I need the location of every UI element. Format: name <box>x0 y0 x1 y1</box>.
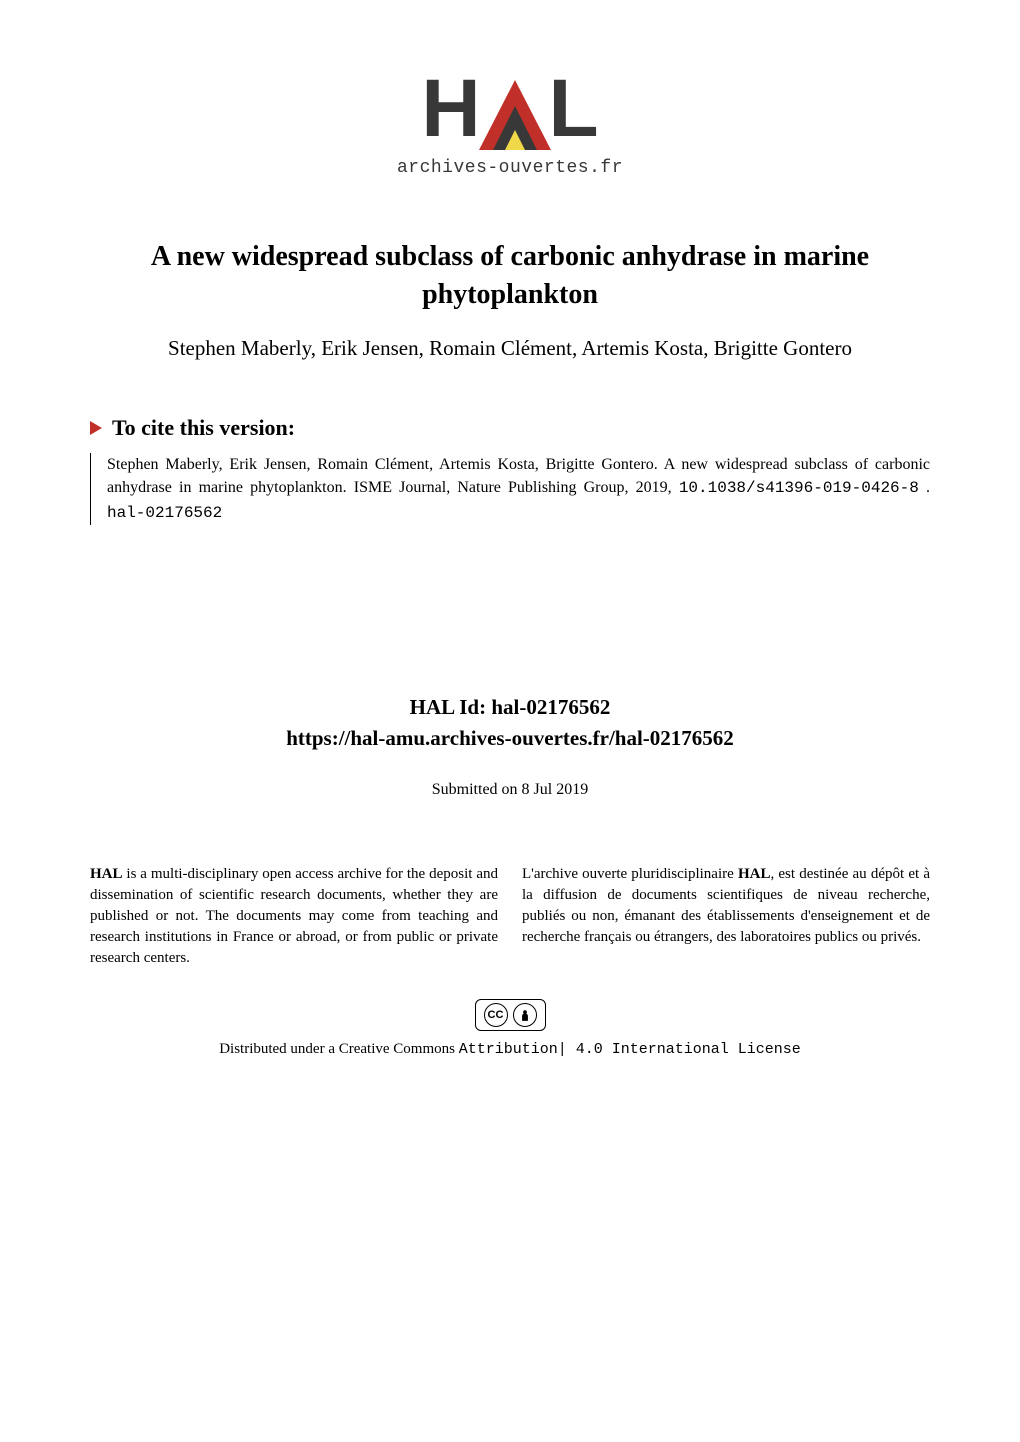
logo-letter-h: H <box>421 68 480 150</box>
description-fr: L'archive ouverte pluridisciplinaire HAL… <box>522 864 930 969</box>
hal-url[interactable]: https://hal-amu.archives-ouvertes.fr/hal… <box>90 726 930 751</box>
desc-fr-bold: HAL <box>738 866 771 882</box>
paper-title: A new widespread subclass of carbonic an… <box>90 238 930 314</box>
cc-by-icon <box>513 1003 537 1027</box>
hal-logo: H L archives-ouvertes.fr <box>397 60 623 178</box>
cite-section: To cite this version: Stephen Maberly, E… <box>90 415 930 525</box>
desc-en-bold: HAL <box>90 866 123 882</box>
license-block: CC Distributed under a Creative Commons … <box>90 999 930 1058</box>
paper-authors: Stephen Maberly, Erik Jensen, Romain Clé… <box>90 332 930 366</box>
description-en: HAL is a multi-disciplinary open access … <box>90 864 498 969</box>
cc-badge-icon: CC <box>475 999 546 1031</box>
logo-subtitle: archives-ouvertes.fr <box>397 158 623 178</box>
descriptions: HAL is a multi-disciplinary open access … <box>90 864 930 969</box>
cite-heading: To cite this version: <box>90 415 930 441</box>
cite-body: Stephen Maberly, Erik Jensen, Romain Clé… <box>90 453 930 525</box>
license-link[interactable]: Attribution| 4.0 International License <box>459 1041 801 1058</box>
cc-letters-icon: CC <box>484 1003 508 1027</box>
hal-id-line: HAL Id: hal-02176562 <box>90 695 930 720</box>
cite-sep: . <box>926 479 930 496</box>
hal-id-value: hal-02176562 <box>491 695 610 719</box>
hal-id-block: HAL Id: hal-02176562 https://hal-amu.arc… <box>90 695 930 751</box>
cite-doi: 10.1038/s41396-019-0426-8 <box>679 479 919 497</box>
logo-letter-a-icon <box>479 68 551 150</box>
logo-container: H L archives-ouvertes.fr <box>90 60 930 178</box>
desc-fr-prefix: L'archive ouverte pluridisciplinaire <box>522 866 738 882</box>
license-prefix: Distributed under a Creative Commons <box>219 1041 459 1057</box>
cite-hal-inline: hal-02176562 <box>107 504 222 522</box>
logo-letter-l: L <box>549 68 599 150</box>
license-text: Distributed under a Creative Commons Att… <box>219 1041 801 1058</box>
hal-id-label: HAL Id: <box>410 695 492 719</box>
cite-heading-text: To cite this version: <box>112 415 295 441</box>
triangle-right-icon <box>90 421 102 435</box>
hal-logo-mark: H L <box>421 60 598 150</box>
page-root: H L archives-ouvertes.fr A new widesprea… <box>0 0 1020 1442</box>
desc-en-rest: is a multi-disciplinary open access arch… <box>90 866 498 966</box>
submitted-date: Submitted on 8 Jul 2019 <box>90 781 930 799</box>
